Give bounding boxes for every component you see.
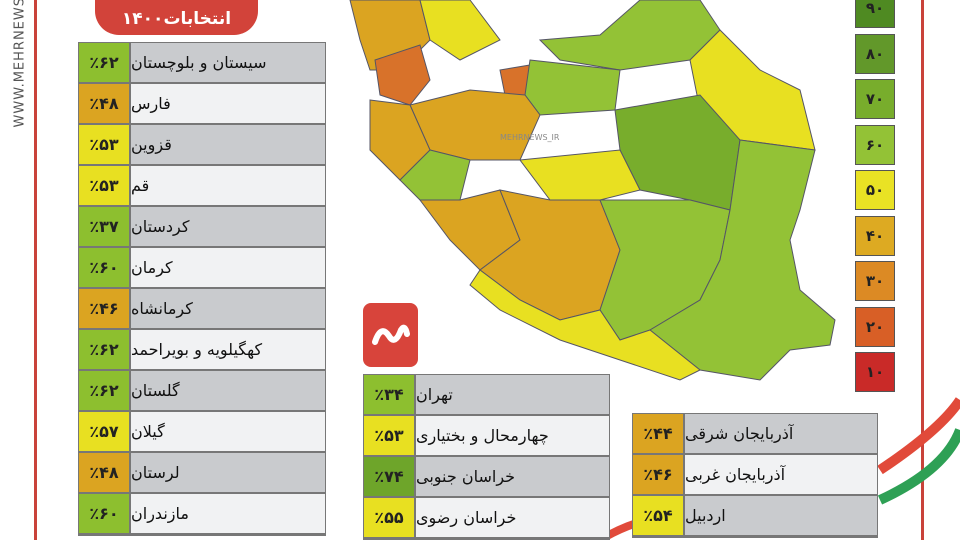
province-row: ٪۶۲ کهگیلویه و بویراحمد	[79, 330, 325, 371]
province-region	[399, 149, 471, 201]
province-row: ٪۵۷ گیلان	[79, 412, 325, 453]
turnout-value: ٪۳۷	[79, 207, 131, 246]
turnout-value: ٪۶۰	[79, 494, 131, 533]
legend-swatch: ۱۰	[855, 352, 895, 392]
mehr-logo-icon	[371, 324, 410, 345]
province-name: چهارمحال و بختیاری	[416, 416, 609, 455]
legend-swatch: ۷۰	[855, 79, 895, 119]
turnout-value: ٪۵۳	[79, 125, 131, 164]
legend-swatch: ۵۰	[855, 170, 895, 210]
province-name: کهگیلویه و بویراحمد	[131, 330, 325, 369]
decor-ribbon-green	[877, 428, 960, 505]
province-name: گیلان	[131, 412, 325, 451]
province-row: ٪۵۳ چهارمحال و بختیاری	[364, 416, 609, 457]
legend-swatch: ۴۰	[855, 215, 895, 256]
province-row: ٪۷۴ خراسان جنوبی	[364, 457, 609, 498]
turnout-value: ٪۴۴	[633, 414, 685, 453]
turnout-value: ٪۷۴	[364, 457, 416, 496]
province-region	[524, 59, 621, 116]
province-name: فارس	[131, 84, 325, 123]
turnout-value: ٪۴۸	[79, 84, 131, 123]
map-legend: ۹۰ ۸۰ ۷۰ ۶۰ ۵۰ ۴۰ ۳۰ ۲۰ ۱۰	[855, 0, 895, 398]
mehr-news-logo	[363, 303, 418, 367]
province-region	[469, 269, 701, 381]
province-row: ٪۶۰ کرمان	[79, 248, 325, 289]
turnout-value: ٪۶۲	[79, 43, 131, 82]
province-region	[519, 149, 641, 201]
province-name: آذربایجان غربی	[685, 455, 877, 494]
right-provinces-table: ٪۴۴ آذربایجان شرقی ٪۴۶ آذربایجان غربی ٪۵۴ ارد…	[632, 413, 878, 538]
province-region	[374, 44, 431, 106]
province-row: ٪۴۶ کرمانشاه	[79, 289, 325, 330]
province-row: ٪۳۴ تهران	[364, 375, 609, 416]
turnout-value: ٪۶۲	[79, 330, 131, 369]
province-row: ٪۴۸ لرستان	[79, 453, 325, 494]
province-row: ٪۴۸ فارس	[79, 84, 325, 125]
province-row: ٪۵۳ قزوین	[79, 125, 325, 166]
turnout-value: ٪۵۴	[633, 496, 685, 535]
turnout-value: ٪۵۷	[79, 412, 131, 451]
legend-swatch: ۶۰	[855, 124, 895, 165]
province-row: ٪۴۶ آذربایجان غربی	[633, 455, 877, 496]
province-name: خراسان رضوی	[416, 498, 609, 537]
province-name: مازندران	[131, 494, 325, 533]
turnout-value: ٪۵۳	[79, 166, 131, 205]
legend-swatch: ۸۰	[855, 33, 895, 74]
province-name: اردبیل	[685, 496, 877, 535]
turnout-value: ٪۴۶	[633, 455, 685, 494]
turnout-value: ٪۴۶	[79, 289, 131, 328]
province-name: خراسان جنوبی	[416, 457, 609, 496]
left-provinces-table: ٪۶۲ سیستان و بلوچستان ٪۴۸ فارس ٪۵۳ قزوین ٪۵۳ قم…	[78, 42, 326, 536]
province-name: قزوین	[131, 125, 325, 164]
province-row: ٪۵۳ قم	[79, 166, 325, 207]
turnout-value: ٪۵۳	[364, 416, 416, 455]
right-border-line	[921, 0, 924, 540]
election-title-badge: انتخابات۱۴۰۰	[95, 0, 258, 35]
province-row: ٪۶۲ سیستان و بلوچستان	[79, 43, 325, 84]
province-name: تهران	[416, 375, 609, 414]
province-name: آذربایجان شرقی	[685, 414, 877, 453]
province-name: کردستان	[131, 207, 325, 246]
legend-swatch: ۹۰	[855, 0, 895, 28]
province-name: کرمانشاه	[131, 289, 325, 328]
turnout-value: ٪۵۵	[364, 498, 416, 537]
map-watermark: MEHRNEWS_IR	[500, 133, 560, 142]
turnout-value: ٪۴۸	[79, 453, 131, 492]
turnout-value: ٪۶۲	[79, 371, 131, 410]
province-name: سیستان و بلوچستان	[131, 43, 325, 82]
province-row: ٪۵۵ خراسان رضوی	[364, 498, 609, 539]
province-name: قم	[131, 166, 325, 205]
province-name: کرمان	[131, 248, 325, 287]
legend-swatch: ۳۰	[855, 261, 895, 301]
province-name: لرستان	[131, 453, 325, 492]
province-name: گلستان	[131, 371, 325, 410]
province-row: ٪۶۲ گلستان	[79, 371, 325, 412]
province-region	[419, 0, 501, 61]
province-row: ٪۳۷ کردستان	[79, 207, 325, 248]
province-row: ٪۶۰ مازندران	[79, 494, 325, 535]
turnout-value: ٪۳۴	[364, 375, 416, 414]
province-region	[649, 139, 836, 381]
province-row: ٪۵۴ اردبیل	[633, 496, 877, 537]
decor-ribbon-red	[877, 397, 960, 475]
province-row: ٪۴۴ آذربایجان شرقی	[633, 414, 877, 455]
legend-swatch: ۲۰	[855, 306, 895, 347]
turnout-value: ٪۶۰	[79, 248, 131, 287]
left-border-line	[34, 0, 37, 540]
middle-provinces-table: ٪۳۴ تهران ٪۵۳ چهارمحال و بختیاری ٪۷۴ خراسان ج…	[363, 374, 610, 540]
